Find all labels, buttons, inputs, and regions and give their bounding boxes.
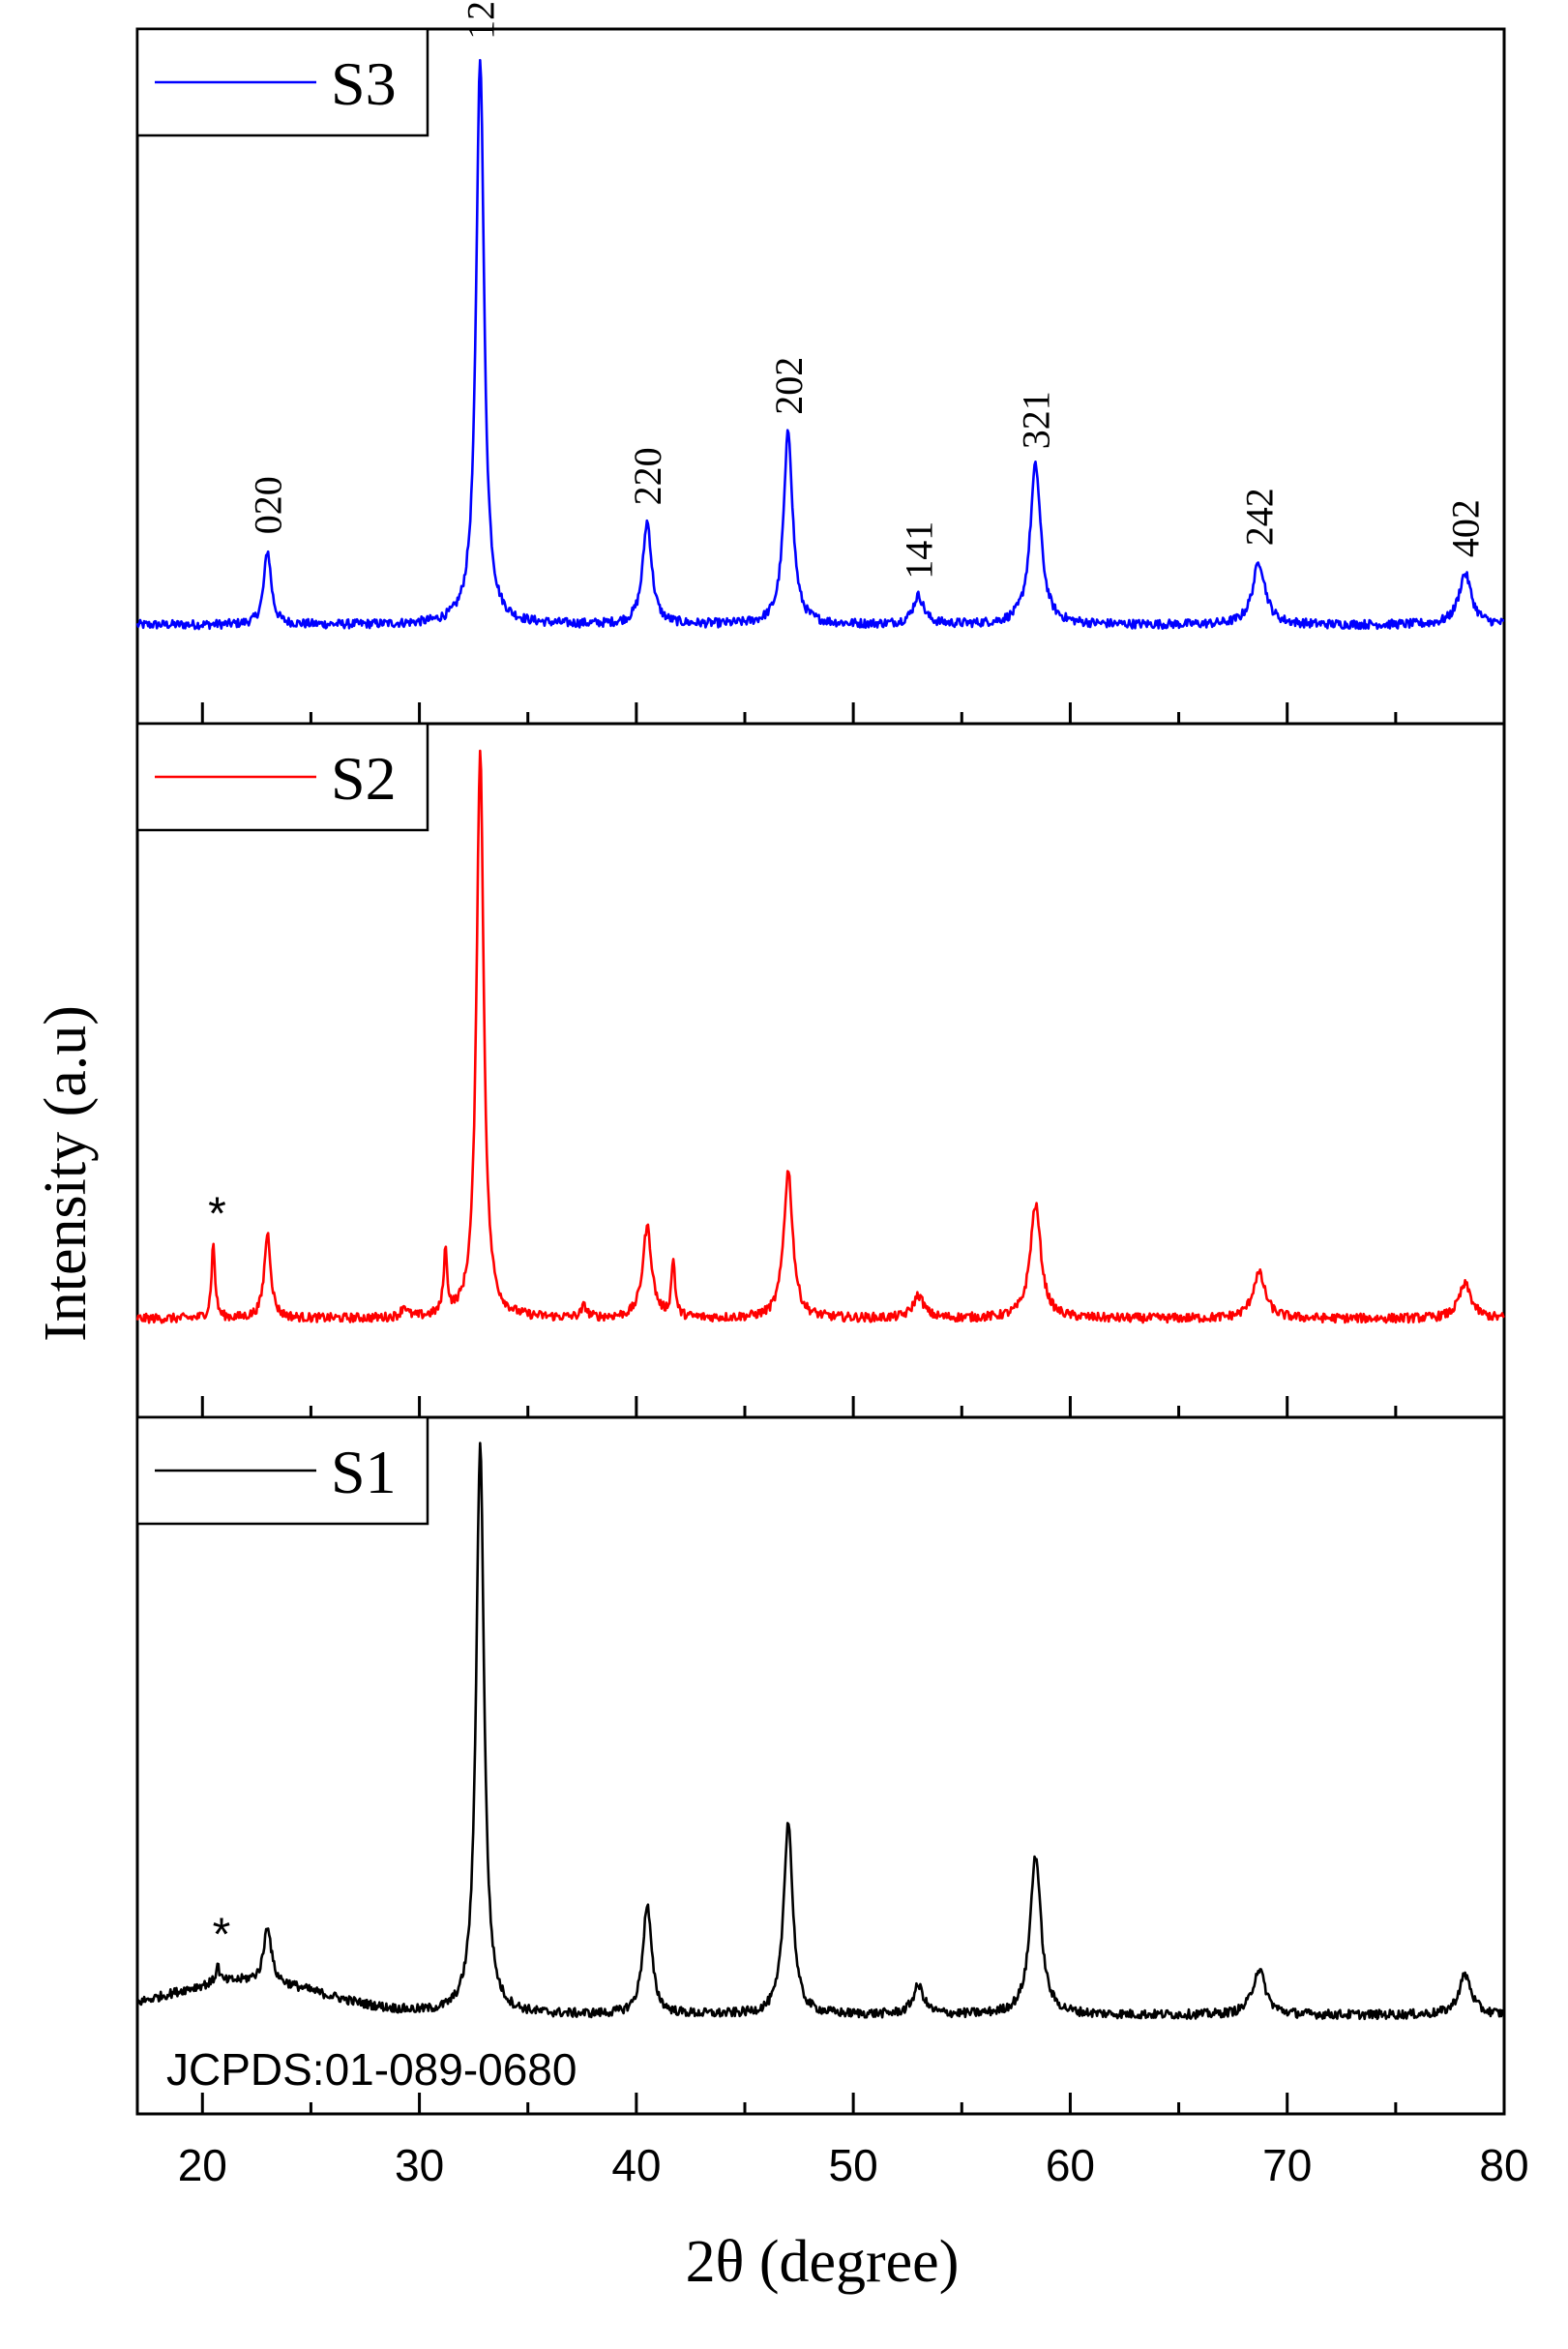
legend-label: S3 <box>331 49 397 118</box>
series-line-s3 <box>135 58 1505 631</box>
series-line-s1 <box>136 1442 1506 2021</box>
x-tick-label: 30 <box>395 2140 444 2190</box>
legend-s2: S2 <box>135 722 429 832</box>
panel-s1: * S1 <box>135 1415 1506 2116</box>
peak-label: 141 <box>897 521 940 580</box>
peak-label: 020 <box>247 476 290 534</box>
x-tick-label: 80 <box>1479 2140 1528 2190</box>
peak-label: 220 <box>626 447 669 505</box>
legend-s1: S1 <box>135 1415 429 1526</box>
peak-label: 402 <box>1444 499 1488 557</box>
peak-label: 242 <box>1238 488 1282 546</box>
impurity-marker: * <box>213 1910 231 1961</box>
panels-layer: 020 121 220 202 141 321 242 402 S3 * S2 * S1 JCPDS:01… <box>135 0 1506 2116</box>
legend-s3: S3 <box>135 27 429 137</box>
x-tick-label: 50 <box>829 2140 878 2190</box>
x-axis: 20 30 40 50 60 70 80 <box>178 2140 1529 2190</box>
x-axis-title: 2θ (degree) <box>686 2229 960 2295</box>
y-axis-title: Intensity (a.u) <box>33 1005 99 1342</box>
panel-frame <box>135 1415 1506 2116</box>
series-line-s2 <box>135 749 1505 1324</box>
panel-s3: 020 121 220 202 141 321 242 402 S3 <box>135 0 1506 726</box>
x-tick-label: 60 <box>1046 2140 1095 2190</box>
jcpds-annotation: JCPDS:01-089-0680 <box>166 2044 577 2095</box>
legend-label: S1 <box>331 1438 397 1506</box>
x-tick-label: 70 <box>1262 2140 1312 2190</box>
peak-label: 202 <box>767 357 811 415</box>
impurity-marker: * <box>208 1188 226 1239</box>
x-tick-label: 40 <box>611 2140 661 2190</box>
panel-s2: * S2 <box>135 722 1506 1419</box>
peak-label: 121 <box>459 0 502 40</box>
legend-label: S2 <box>331 744 397 813</box>
x-tick-label: 20 <box>178 2140 227 2190</box>
peak-label: 321 <box>1015 391 1058 449</box>
